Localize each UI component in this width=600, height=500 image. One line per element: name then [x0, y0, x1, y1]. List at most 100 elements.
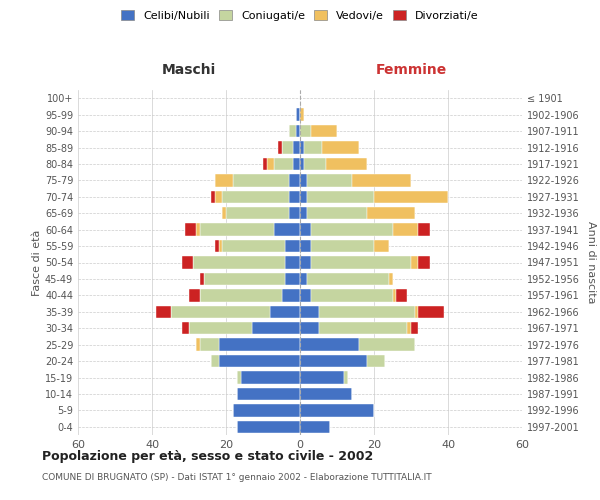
Bar: [211, 355, 218, 367]
Bar: [274, 224, 300, 236]
Bar: [222, 190, 289, 203]
Bar: [185, 224, 196, 236]
Bar: [319, 322, 407, 334]
Bar: [367, 207, 415, 220]
Text: Popolazione per età, sesso e stato civile - 2002: Popolazione per età, sesso e stato civil…: [42, 450, 373, 463]
Bar: [218, 338, 300, 351]
Bar: [196, 224, 200, 236]
Bar: [319, 306, 415, 318]
Bar: [289, 174, 300, 186]
Bar: [300, 289, 311, 302]
Bar: [311, 224, 392, 236]
Bar: [304, 158, 326, 170]
Bar: [374, 240, 389, 252]
Bar: [223, 207, 226, 220]
Bar: [307, 190, 374, 203]
Text: COMUNE DI BRUGNATO (SP) - Dati ISTAT 1° gennaio 2002 - Elaborazione TUTTITALIA.I: COMUNE DI BRUGNATO (SP) - Dati ISTAT 1° …: [42, 472, 431, 482]
Bar: [211, 190, 215, 203]
Bar: [418, 306, 444, 318]
Bar: [237, 372, 241, 384]
Bar: [233, 404, 300, 416]
Bar: [285, 256, 300, 268]
Bar: [156, 306, 170, 318]
Bar: [311, 289, 392, 302]
Bar: [226, 207, 289, 220]
Bar: [311, 256, 411, 268]
Bar: [389, 273, 392, 285]
Bar: [311, 240, 374, 252]
Bar: [300, 306, 319, 318]
Bar: [300, 108, 304, 121]
Bar: [271, 306, 300, 318]
Bar: [392, 224, 418, 236]
Bar: [182, 256, 193, 268]
Bar: [189, 289, 200, 302]
Bar: [289, 190, 300, 203]
Bar: [300, 256, 311, 268]
Bar: [300, 207, 307, 220]
Bar: [278, 142, 281, 154]
Bar: [300, 224, 311, 236]
Bar: [322, 142, 359, 154]
Bar: [189, 322, 252, 334]
Bar: [204, 273, 285, 285]
Bar: [296, 108, 300, 121]
Bar: [300, 158, 304, 170]
Bar: [300, 125, 311, 137]
Bar: [281, 142, 293, 154]
Bar: [300, 240, 311, 252]
Bar: [274, 158, 293, 170]
Bar: [300, 420, 329, 433]
Legend: Celibi/Nubili, Coniugati/e, Vedovi/e, Divorziati/e: Celibi/Nubili, Coniugati/e, Vedovi/e, Di…: [117, 6, 483, 25]
Bar: [300, 322, 319, 334]
Bar: [367, 355, 385, 367]
Bar: [293, 158, 300, 170]
Bar: [263, 158, 266, 170]
Bar: [300, 404, 374, 416]
Bar: [281, 289, 300, 302]
Bar: [170, 306, 271, 318]
Bar: [215, 190, 223, 203]
Bar: [215, 240, 218, 252]
Bar: [182, 322, 189, 334]
Bar: [193, 256, 285, 268]
Bar: [411, 322, 418, 334]
Bar: [285, 273, 300, 285]
Bar: [289, 207, 300, 220]
Bar: [396, 289, 407, 302]
Bar: [418, 224, 430, 236]
Bar: [200, 289, 281, 302]
Y-axis label: Anni di nascita: Anni di nascita: [586, 221, 596, 304]
Bar: [218, 355, 300, 367]
Bar: [289, 125, 296, 137]
Bar: [307, 207, 367, 220]
Bar: [307, 273, 389, 285]
Y-axis label: Fasce di età: Fasce di età: [32, 230, 42, 296]
Bar: [233, 174, 289, 186]
Bar: [293, 142, 300, 154]
Bar: [344, 372, 348, 384]
Bar: [267, 158, 274, 170]
Bar: [411, 256, 418, 268]
Bar: [215, 174, 233, 186]
Bar: [200, 273, 204, 285]
Bar: [300, 273, 307, 285]
Bar: [218, 240, 223, 252]
Bar: [407, 322, 411, 334]
Bar: [237, 388, 300, 400]
Bar: [241, 372, 300, 384]
Bar: [300, 372, 344, 384]
Bar: [392, 289, 396, 302]
Bar: [196, 338, 200, 351]
Bar: [252, 322, 300, 334]
Bar: [300, 355, 367, 367]
Bar: [300, 388, 352, 400]
Bar: [200, 338, 218, 351]
Bar: [374, 190, 448, 203]
Bar: [300, 338, 359, 351]
Bar: [359, 338, 415, 351]
Bar: [326, 158, 367, 170]
Bar: [200, 224, 274, 236]
Bar: [300, 142, 304, 154]
Bar: [222, 240, 285, 252]
